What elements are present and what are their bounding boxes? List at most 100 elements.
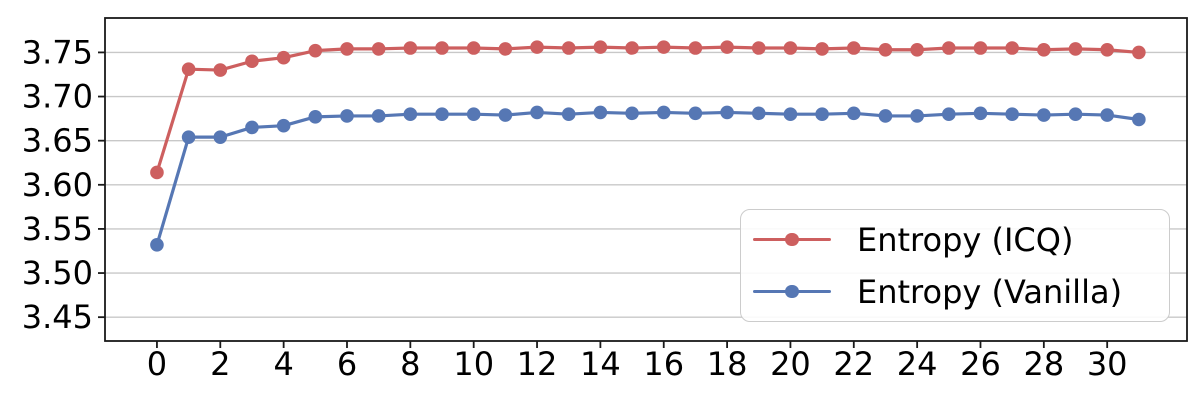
series-marker-1 xyxy=(783,107,798,121)
series-marker-1 xyxy=(751,106,766,121)
series-marker-1 xyxy=(720,105,734,120)
series-marker-0 xyxy=(1132,45,1146,60)
y-tick-label: 3.70 xyxy=(22,78,93,116)
y-tick-label: 3.60 xyxy=(22,166,93,204)
series-marker-1 xyxy=(656,105,671,120)
series-marker-1 xyxy=(435,107,449,121)
series-marker-1 xyxy=(1100,108,1114,122)
series-marker-0 xyxy=(720,40,734,54)
x-tick-label: 8 xyxy=(400,345,420,383)
series-marker-0 xyxy=(1037,42,1051,57)
series-marker-1 xyxy=(498,108,513,122)
series-marker-0 xyxy=(593,40,608,54)
series-marker-1 xyxy=(910,109,924,123)
series-marker-0 xyxy=(973,41,988,55)
x-tick-label: 0 xyxy=(147,345,167,383)
series-marker-1 xyxy=(1037,108,1051,122)
series-marker-1 xyxy=(340,109,354,123)
series-marker-0 xyxy=(530,40,544,54)
y-tick-label: 3.75 xyxy=(22,33,93,71)
series-marker-0 xyxy=(466,41,481,55)
series-marker-1 xyxy=(466,107,481,121)
series-marker-1 xyxy=(688,106,703,121)
y-tick-label: 3.55 xyxy=(22,210,93,248)
series-marker-0 xyxy=(846,41,861,55)
x-tick-label: 16 xyxy=(643,345,684,383)
series-marker-1 xyxy=(276,118,291,133)
series-marker-1 xyxy=(942,107,956,121)
series-marker-1 xyxy=(593,105,608,120)
series-marker-0 xyxy=(276,50,291,65)
x-tick-label: 4 xyxy=(273,345,293,383)
series-marker-0 xyxy=(625,41,639,55)
series-marker-1 xyxy=(403,107,418,121)
series-marker-1 xyxy=(530,105,544,120)
x-tick-label: 24 xyxy=(897,345,938,383)
x-tick-label: 18 xyxy=(707,345,748,383)
series-line-0 xyxy=(155,45,1139,173)
series-marker-1 xyxy=(846,106,861,121)
series-marker-0 xyxy=(1068,42,1083,56)
series-marker-0 xyxy=(371,42,386,56)
series-marker-0 xyxy=(1005,41,1019,55)
series-marker-1 xyxy=(1005,107,1019,121)
x-tick-label: 22 xyxy=(833,345,874,383)
series-marker-1 xyxy=(181,130,196,144)
x-tick-label: 6 xyxy=(337,345,357,383)
plot-border xyxy=(104,17,1188,342)
legend-label-vanilla: Entropy (Vanilla) xyxy=(857,272,1123,311)
legend-marker-vanilla xyxy=(753,284,831,300)
x-tick-label: 26 xyxy=(960,345,1001,383)
x-tick-label: 28 xyxy=(1023,345,1064,383)
y-tick-label: 3.50 xyxy=(22,254,93,292)
y-tick-label: 3.45 xyxy=(22,298,93,336)
series-marker-0 xyxy=(751,41,766,55)
legend-item-entropy-icq: Entropy (ICQ) xyxy=(753,218,1155,262)
series-marker-0 xyxy=(340,42,354,56)
series-marker-1 xyxy=(625,106,639,121)
legend-label-icq: Entropy (ICQ) xyxy=(857,220,1074,259)
series-marker-0 xyxy=(213,63,228,77)
series-marker-0 xyxy=(1100,42,1114,57)
legend-dot-icq xyxy=(785,232,799,247)
series-marker-1 xyxy=(878,109,893,123)
series-marker-0 xyxy=(656,40,671,54)
legend-marker-icq xyxy=(753,232,831,248)
series-marker-1 xyxy=(150,238,164,252)
series-marker-0 xyxy=(942,41,956,55)
x-tick-label: 14 xyxy=(580,345,621,383)
series-marker-1 xyxy=(245,120,259,135)
series-marker-1 xyxy=(213,130,228,144)
series-marker-0 xyxy=(435,41,449,55)
series-marker-0 xyxy=(498,42,513,56)
series-marker-1 xyxy=(561,107,576,121)
x-tick-label: 30 xyxy=(1087,345,1128,383)
series-marker-0 xyxy=(245,54,259,69)
series-marker-0 xyxy=(910,42,924,57)
series-marker-1 xyxy=(308,110,323,124)
series-marker-0 xyxy=(150,165,164,180)
legend: Entropy (ICQ) Entropy (Vanilla) xyxy=(740,209,1170,322)
series-marker-0 xyxy=(561,41,576,55)
series-marker-1 xyxy=(371,109,386,123)
x-tick-label: 10 xyxy=(453,345,494,383)
series-marker-0 xyxy=(308,43,323,58)
series-marker-0 xyxy=(403,41,418,55)
series-marker-1 xyxy=(1068,107,1083,121)
legend-dot-vanilla xyxy=(785,284,799,299)
series-marker-1 xyxy=(973,106,988,121)
series-marker-0 xyxy=(815,42,829,56)
legend-item-entropy-vanilla: Entropy (Vanilla) xyxy=(753,270,1155,314)
y-tick-label: 3.65 xyxy=(22,122,93,160)
series-marker-1 xyxy=(815,107,829,121)
series-marker-1 xyxy=(1132,112,1146,127)
series-marker-0 xyxy=(878,42,893,57)
series-marker-0 xyxy=(688,41,703,55)
x-tick-label: 2 xyxy=(210,345,230,383)
series-marker-0 xyxy=(783,41,798,55)
x-tick-label: 12 xyxy=(517,345,558,383)
x-tick-label: 20 xyxy=(770,345,811,383)
series-marker-0 xyxy=(181,62,196,76)
